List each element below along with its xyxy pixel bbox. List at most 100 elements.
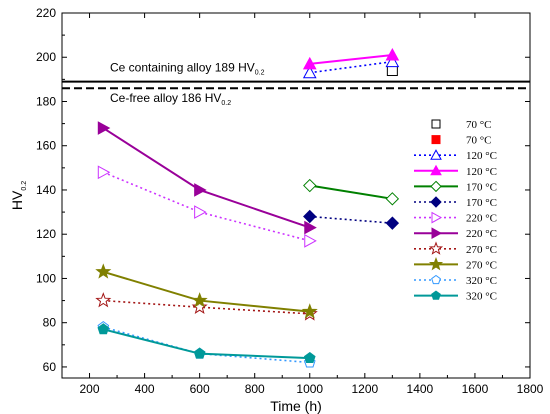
y-tick-label: 180: [36, 94, 56, 108]
legend-item: 70 °C: [431, 135, 492, 147]
y-tick-label: 100: [36, 271, 56, 285]
data-point: [385, 54, 400, 68]
data-point: [301, 303, 318, 319]
x-tick-label: 200: [80, 382, 100, 396]
data-point: [194, 205, 207, 219]
legend-item: 220 °C: [414, 227, 497, 240]
x-tick-label: 800: [245, 382, 265, 396]
y-tick-label: 160: [36, 139, 56, 153]
y-axis-title-main: HV: [9, 190, 25, 210]
legend-marker: [428, 241, 444, 255]
data-point: [191, 298, 208, 315]
reference-line-label-subscript: 0.2: [221, 100, 231, 107]
plot-frame: [61, 12, 531, 379]
x-tick-label: 600: [190, 382, 210, 396]
series-9: [95, 292, 318, 321]
legend-label: 270 °C: [466, 259, 497, 271]
legend-label: 170 °C: [466, 197, 497, 209]
x-tick-label: 400: [135, 382, 155, 396]
data-point: [303, 209, 317, 224]
data-point: [385, 47, 400, 61]
data-point: [191, 292, 208, 308]
legend-marker: [430, 196, 442, 208]
series-5: [303, 178, 400, 206]
series-line: [309, 215, 393, 224]
legend-label: 170 °C: [466, 181, 497, 193]
legend-item: 170 °C: [414, 180, 497, 193]
series-4: [302, 47, 400, 70]
series-6: [303, 209, 400, 230]
legend-label: 320 °C: [466, 275, 497, 287]
legend-item: 270 °C: [414, 241, 497, 256]
data-point: [303, 351, 316, 364]
x-tick-label: 1200: [351, 382, 378, 396]
legend-marker: [431, 274, 441, 285]
legend-item: 220 °C: [414, 211, 497, 225]
reference-line-label-subscript: 0.2: [255, 70, 265, 77]
legend-marker: [431, 135, 441, 145]
legend-label: 270 °C: [466, 244, 497, 256]
data-point: [302, 65, 317, 79]
data-point: [303, 178, 317, 193]
y-axis-title: HV0.2: [9, 181, 28, 210]
legend-marker: [431, 227, 443, 240]
legend-marker: [430, 149, 442, 160]
data-point: [194, 183, 207, 197]
x-tick-label: 1000: [296, 382, 323, 396]
legend-item: 120 °C: [414, 164, 497, 178]
data-point: [385, 192, 400, 206]
series-line: [309, 184, 393, 200]
legend-marker: [428, 256, 444, 271]
y-tick-label: 120: [36, 227, 56, 241]
series-line: [309, 60, 393, 74]
reference-line-label: Ce-free alloy 186 HV0.2: [110, 91, 231, 107]
reference-line-label-text: Ce-free alloy 186 HV: [110, 91, 221, 105]
y-tick-label: 80: [43, 316, 57, 330]
legend-marker: [431, 119, 441, 129]
legend-item: 270 °C: [414, 256, 497, 271]
legend-label: 70 °C: [466, 119, 492, 131]
legend-label: 320 °C: [466, 291, 497, 303]
series-7: [97, 165, 317, 248]
series-line: [309, 54, 393, 65]
data-point: [97, 165, 111, 180]
series-line: [102, 171, 310, 242]
legend-label: 220 °C: [466, 228, 497, 240]
series-10: [95, 263, 318, 319]
y-tick-label: 220: [36, 6, 56, 20]
legend-marker: [430, 180, 442, 193]
legend-label: 120 °C: [466, 150, 497, 162]
legend-marker: [431, 290, 441, 300]
series-line: [103, 299, 310, 315]
data-point: [97, 323, 110, 335]
data-point: [385, 216, 400, 230]
data-point: [97, 121, 111, 135]
series-line: [103, 328, 310, 360]
x-axis-title: Time (h): [270, 398, 322, 414]
data-point: [304, 220, 317, 235]
legend-label: 120 °C: [466, 166, 497, 178]
series-line: [103, 270, 310, 313]
y-tick-label: 200: [36, 50, 56, 64]
y-tick-label: 60: [43, 360, 57, 374]
legend-item: 120 °C: [414, 149, 497, 162]
legend-label: 220 °C: [466, 213, 497, 225]
y-axis-title-subscript: 0.2: [21, 181, 28, 191]
legend-item: 320 °C: [414, 274, 497, 287]
series-12: [97, 323, 316, 364]
legend-marker: [430, 164, 442, 176]
legend: 70 °C 70 °C 120 °C 120 °C 170 °C 170 °C 220 °C…: [414, 119, 497, 303]
legend-item: 70 °C: [431, 119, 492, 131]
series-8: [97, 121, 317, 235]
series-3: [302, 54, 400, 79]
reference-line-label: Ce containing alloy 189 HV0.2: [110, 61, 265, 77]
x-tick-label: 1800: [517, 382, 544, 396]
x-tick-label: 1600: [462, 382, 489, 396]
x-tick-label: 1400: [407, 382, 434, 396]
series-line: [102, 127, 311, 229]
data-point: [302, 56, 317, 70]
legend-item: 320 °C: [414, 290, 497, 303]
legend-marker: [431, 211, 443, 224]
